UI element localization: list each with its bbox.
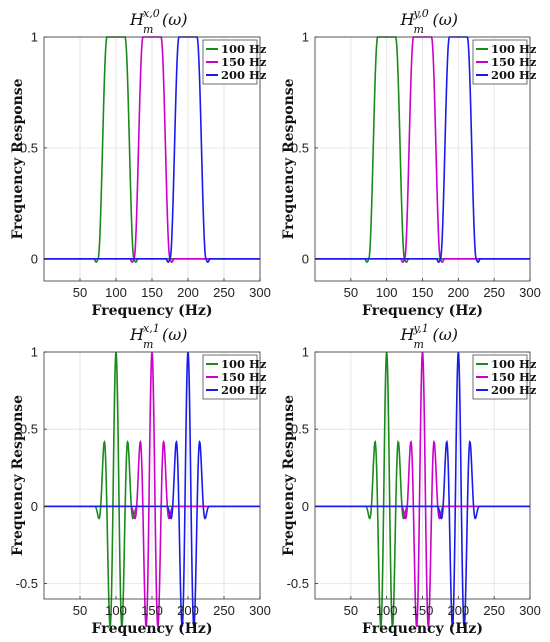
- y-axis-label: Frequency Response: [10, 395, 26, 556]
- legend-label: 200 Hz: [221, 68, 267, 82]
- title-base: H: [400, 10, 416, 29]
- y-tick-label: 0: [302, 251, 309, 266]
- y-axis-label: Frequency Response: [10, 78, 26, 239]
- legend-label: 150 Hz: [221, 370, 267, 384]
- x-tick-label: 250: [213, 285, 235, 300]
- legend-label: 150 Hz: [491, 370, 537, 384]
- y-tick-label: 0.5: [20, 140, 38, 155]
- title-subscript: m: [143, 23, 153, 36]
- legend-label: 200 Hz: [491, 383, 537, 397]
- y-tick-label: 0.5: [291, 422, 309, 437]
- x-tick-label: 300: [249, 285, 271, 300]
- x-tick-label: 250: [213, 603, 235, 618]
- x-tick-label: 100: [105, 603, 127, 618]
- chart-title: Hm y,1 (ω): [400, 322, 459, 351]
- title-subscript: m: [414, 338, 424, 351]
- title-base: H: [400, 325, 416, 344]
- x-tick-label: 50: [73, 285, 87, 300]
- y-tick-label: 0: [31, 499, 38, 514]
- title-subscript: m: [143, 338, 153, 351]
- chart-panel-3: 50 100 150 200 250 300 -0.5 0 0.5 1 Frequency (Hz)…: [10, 322, 271, 637]
- x-tick-label: 150: [412, 285, 434, 300]
- y-axis-label: Frequency Response: [281, 78, 297, 239]
- y-tick-label: 1: [302, 345, 309, 360]
- legend-label: 150 Hz: [491, 55, 537, 69]
- y-tick-label: 0: [31, 251, 38, 266]
- x-tick-label: 150: [412, 603, 434, 618]
- x-tick-label: 100: [376, 285, 398, 300]
- x-tick-label: 100: [105, 285, 127, 300]
- title-argument: (ω): [162, 325, 188, 344]
- legend-label: 100 Hz: [221, 42, 267, 56]
- x-tick-label: 150: [141, 285, 163, 300]
- x-axis-label: Frequency (Hz): [92, 303, 213, 319]
- x-axis-label: Frequency (Hz): [92, 621, 213, 637]
- x-tick-label: 200: [177, 603, 199, 618]
- legend-label: 200 Hz: [221, 383, 267, 397]
- y-tick-label: -0.5: [16, 576, 38, 591]
- x-tick-label: 200: [177, 285, 199, 300]
- chart-panel-2: 50 100 150 200 250 300 0 0.5 1 Frequency (Hz) Freq…: [281, 7, 541, 319]
- title-base: H: [129, 325, 145, 344]
- y-tick-label: 1: [31, 345, 38, 360]
- x-tick-label: 50: [344, 285, 358, 300]
- y-tick-label: -0.5: [287, 576, 309, 591]
- chart-panel-4: 50 100 150 200 250 300 -0.5 0 0.5 1 Frequency (Hz)…: [281, 322, 541, 637]
- title-superscript: y,1: [413, 322, 429, 335]
- x-tick-label: 150: [141, 603, 163, 618]
- x-tick-label: 300: [519, 603, 541, 618]
- legend-label: 200 Hz: [491, 68, 537, 82]
- y-tick-label: 1: [31, 30, 38, 45]
- title-superscript: x,0: [143, 7, 160, 20]
- title-base: H: [129, 10, 145, 29]
- series-line-200hz: [315, 351, 530, 628]
- title-superscript: x,1: [143, 322, 160, 335]
- title-superscript: y,0: [413, 7, 429, 20]
- chart-title: Hm y,0 (ω): [400, 7, 459, 36]
- x-tick-label: 200: [447, 285, 469, 300]
- x-tick-label: 250: [483, 603, 505, 618]
- legend-label: 100 Hz: [491, 42, 537, 56]
- x-axis-label: Frequency (Hz): [362, 303, 483, 319]
- series-line-200hz: [44, 36, 260, 264]
- y-tick-label: 1: [302, 30, 309, 45]
- y-tick-label: 0: [302, 499, 309, 514]
- title-argument: (ω): [162, 10, 188, 29]
- legend-label: 100 Hz: [221, 357, 267, 371]
- x-tick-label: 200: [447, 603, 469, 618]
- chart-title: Hm x,1 (ω): [129, 322, 188, 351]
- title-subscript: m: [414, 23, 424, 36]
- legend-label: 100 Hz: [491, 357, 537, 371]
- x-axis-label: Frequency (Hz): [362, 621, 483, 637]
- series-line-200hz: [44, 351, 260, 628]
- chart-title: Hm x,0 (ω): [129, 7, 188, 36]
- x-tick-label: 300: [519, 285, 541, 300]
- x-tick-label: 250: [483, 285, 505, 300]
- chart-panel-1: 50 100 150 200 250 300 0 0.5 1 Frequency (Hz) Freq…: [10, 7, 271, 319]
- y-tick-label: 0.5: [291, 140, 309, 155]
- title-argument: (ω): [433, 325, 459, 344]
- x-tick-label: 300: [249, 603, 271, 618]
- title-argument: (ω): [433, 10, 459, 29]
- x-tick-label: 50: [73, 603, 87, 618]
- x-tick-label: 100: [376, 603, 398, 618]
- series-line-200hz: [315, 36, 530, 264]
- x-tick-label: 50: [344, 603, 358, 618]
- legend-label: 150 Hz: [221, 55, 267, 69]
- y-axis-label: Frequency Response: [281, 395, 297, 556]
- y-tick-label: 0.5: [20, 422, 38, 437]
